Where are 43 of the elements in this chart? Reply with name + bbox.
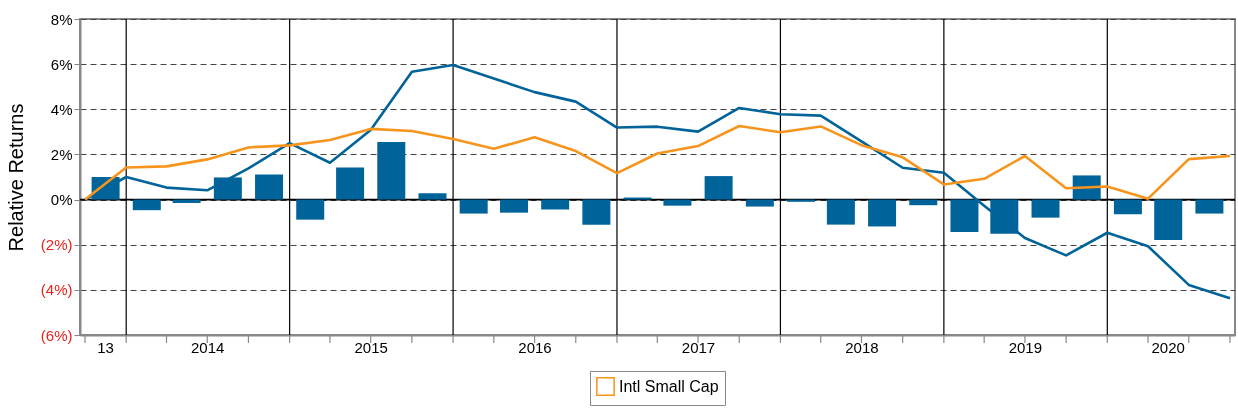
bar	[132, 199, 161, 211]
x-tick-label: 2015	[354, 339, 388, 356]
bar	[255, 174, 284, 200]
y-tick-label: 8%	[50, 10, 73, 28]
bar	[459, 199, 488, 214]
y-axis-title: Relative Returns	[4, 103, 27, 252]
bar	[541, 199, 570, 210]
bar	[213, 177, 242, 200]
bar	[418, 193, 447, 200]
x-tick-label: 2019	[1008, 339, 1043, 356]
bar	[1113, 199, 1142, 215]
y-tick-label: (6%)	[40, 326, 73, 344]
bar	[499, 199, 528, 213]
bar	[336, 167, 365, 200]
bar	[582, 199, 611, 225]
x-tick-label: 2016	[518, 339, 552, 356]
legend-label: Intl Small Cap	[619, 377, 719, 395]
bar	[990, 199, 1019, 234]
bar	[296, 199, 325, 220]
bar	[623, 197, 652, 200]
y-tick-label: (4%)	[40, 281, 73, 299]
bar	[1195, 199, 1224, 214]
bar	[1031, 199, 1060, 218]
bar	[826, 199, 855, 225]
y-tick-label: 4%	[50, 100, 73, 118]
x-tick-label: 2020	[1151, 339, 1185, 356]
bar	[868, 199, 897, 227]
bar	[377, 142, 406, 200]
bar	[1154, 199, 1183, 240]
y-tick-label: 2%	[50, 145, 73, 163]
y-tick-label: (2%)	[40, 236, 73, 254]
y-tick-label: 0%	[50, 191, 73, 209]
bar	[663, 199, 692, 206]
x-tick-label: 2017	[681, 339, 716, 356]
x-tick-label: 13	[97, 339, 114, 356]
x-tick-label: 2014	[191, 339, 225, 356]
bar	[950, 199, 979, 233]
x-tick-label: 2018	[845, 339, 879, 356]
line-series	[83, 63, 1232, 300]
y-tick-label: 6%	[50, 55, 73, 73]
bar	[704, 176, 733, 200]
bar	[745, 199, 774, 207]
line-series	[83, 124, 1232, 201]
